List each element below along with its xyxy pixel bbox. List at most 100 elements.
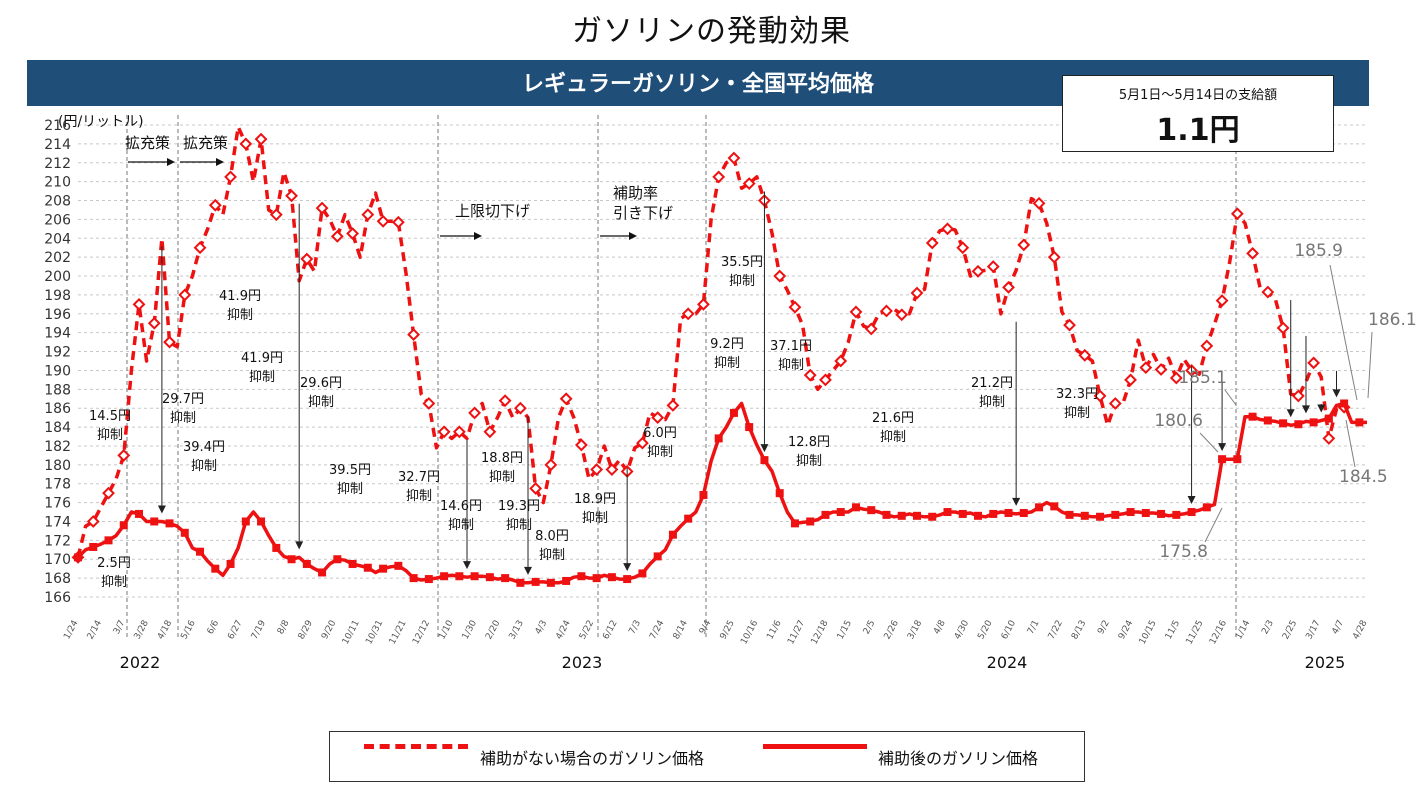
data-point — [285, 189, 298, 203]
suppression-label: 抑制 — [1064, 406, 1090, 421]
data-point — [638, 569, 647, 578]
x-tick-label: 8/14 — [672, 618, 690, 641]
data-point — [971, 264, 985, 278]
suppression-arrowhead — [524, 566, 533, 575]
data-point — [895, 308, 909, 322]
x-tick-label: 4/3 — [534, 619, 550, 636]
callout-leader — [1204, 507, 1223, 543]
data-point — [928, 512, 937, 521]
x-tick-label: 3/13 — [508, 619, 526, 642]
data-point — [745, 423, 754, 432]
data-point — [1187, 508, 1196, 517]
data-point — [394, 561, 403, 570]
data-point — [790, 519, 799, 528]
data-point — [699, 491, 708, 500]
suppression-amount: 6.0円 — [643, 426, 677, 441]
suppression-arrowhead — [295, 541, 304, 550]
suppression-label: 抑制 — [582, 511, 608, 526]
data-point — [958, 509, 967, 518]
x-tick-label: 11/27 — [786, 619, 807, 647]
suppression-amount: 21.2円 — [971, 376, 1013, 391]
suppression-amount: 39.4円 — [183, 440, 225, 455]
legend-with-subsidy: 補助後のガソリン価格 — [878, 749, 1039, 768]
data-point — [623, 575, 632, 584]
suppression-label: 抑制 — [448, 518, 474, 533]
data-point — [180, 528, 189, 537]
data-point — [729, 408, 738, 417]
data-point — [897, 511, 906, 520]
x-tick-label: 4/8 — [932, 618, 948, 636]
x-tick-label: 1/14 — [1234, 618, 1252, 641]
data-point — [1169, 371, 1183, 385]
data-point — [653, 552, 662, 561]
x-tick-label: 10/11 — [341, 619, 362, 647]
data-point — [1279, 419, 1288, 428]
x-tick-label: 8/29 — [297, 618, 315, 641]
suppression-label: 抑制 — [729, 274, 755, 289]
data-point — [806, 517, 815, 526]
x-tick-label: 7/22 — [1047, 619, 1065, 642]
x-tick-label: 4/28 — [1351, 618, 1369, 641]
suppression-arrowhead — [760, 444, 769, 453]
data-point — [651, 411, 665, 425]
x-tick-label: 2/3 — [1260, 619, 1276, 636]
data-point — [592, 574, 601, 583]
x-tick-label: 2/25 — [1281, 619, 1299, 642]
y-unit-label: (円/リットル) — [58, 114, 144, 130]
value-callout: 175.8 — [1159, 542, 1208, 562]
data-point — [742, 177, 756, 190]
data-point — [330, 229, 344, 243]
y-tick-label: 214 — [44, 137, 71, 153]
suppression-label: 抑制 — [796, 454, 822, 469]
data-point — [407, 328, 421, 341]
data-point — [119, 521, 128, 530]
suppression-amount: 37.1円 — [770, 339, 812, 354]
suppression-label: 抑制 — [227, 308, 253, 323]
data-point — [1294, 420, 1303, 429]
suppression-arrowhead — [1012, 497, 1021, 506]
data-point — [241, 517, 250, 526]
data-point — [849, 305, 863, 319]
data-point — [455, 572, 464, 581]
x-tick-label: 4/7 — [1331, 619, 1347, 636]
y-tick-label: 184 — [44, 420, 71, 436]
data-point — [89, 542, 98, 551]
y-tick-label: 166 — [44, 590, 71, 606]
y-axis: 166 168 170 172 174 176 178 180 182 184 186 188 190 1… — [44, 118, 71, 606]
phase-arrowhead — [474, 232, 482, 240]
y-tick-label: 210 — [44, 175, 71, 191]
suppression-amount: 35.5円 — [721, 255, 763, 270]
suppression-label: 抑制 — [191, 459, 217, 474]
data-point — [1063, 318, 1076, 332]
phase-arrowhead — [216, 158, 224, 166]
data-point — [668, 530, 677, 539]
data-point — [1291, 389, 1305, 403]
data-point — [727, 151, 741, 165]
x-tick-label: 3/7 — [112, 619, 128, 636]
data-point — [1004, 508, 1013, 517]
data-point — [1322, 431, 1336, 445]
data-point — [422, 397, 436, 410]
x-tick-label: 12/16 — [1208, 618, 1229, 646]
suppression-arrowhead — [157, 505, 166, 514]
year-label: 2025 — [1305, 653, 1346, 672]
suppression-amount: 32.3円 — [1056, 387, 1098, 402]
x-tick-label: 10/15 — [1138, 619, 1159, 647]
x-tick-label: 4/24 — [554, 618, 572, 641]
data-point — [1324, 414, 1333, 423]
data-point — [132, 297, 146, 311]
data-point — [147, 316, 161, 330]
data-point — [1065, 510, 1074, 519]
data-point — [1157, 509, 1166, 518]
x-tick-label: 11/25 — [1185, 619, 1206, 647]
x-tick-label: 11/5 — [1164, 619, 1182, 642]
suppression-label: 抑制 — [880, 430, 906, 445]
suppression-label: 抑制 — [489, 470, 515, 485]
suppression-label: 抑制 — [170, 411, 196, 426]
suppression-amount: 18.8円 — [481, 451, 523, 466]
data-point — [1002, 280, 1015, 294]
suppression-amount: 8.0円 — [535, 529, 569, 544]
x-tick-label: 11/6 — [765, 618, 783, 641]
data-point — [376, 214, 390, 228]
y-tick-label: 192 — [44, 345, 71, 361]
